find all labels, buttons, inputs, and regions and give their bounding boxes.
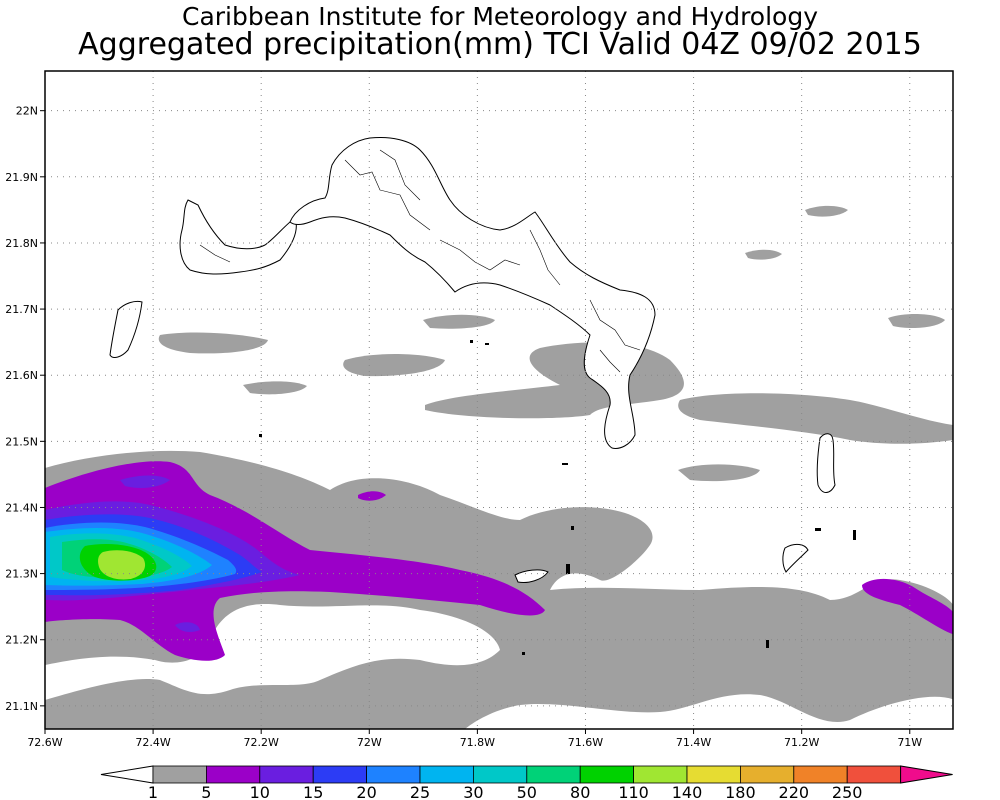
lat-tick-label: 21.8N (5, 237, 38, 250)
colorbar-bin (312, 765, 368, 784)
colorbar-label: 10 (250, 783, 270, 800)
title-line-1: Caribbean Institute for Meteorology and … (182, 2, 818, 31)
colorbar-bin (205, 765, 261, 784)
colorbar-bin (686, 765, 741, 784)
lon-tick-label: 72.2W (244, 736, 279, 749)
map-frame (44, 70, 954, 730)
lon-tick-label: 72.4W (135, 736, 170, 749)
lat-tick-label: 21.5N (5, 435, 38, 448)
district-boundaries (199, 149, 641, 373)
lat-tick-label: 21.2N (5, 634, 38, 647)
colorbar-bin (579, 765, 635, 784)
colorbar-bin (366, 765, 421, 784)
lat-tick-label: 21.9N (5, 171, 38, 184)
colorbar-label: 25 (410, 783, 430, 800)
lat-tick-label: 21.7N (5, 303, 38, 316)
longitude-axis: 72.6W 72.4W 72.2W 72W 71.8W 71.6W 71.4W 71.2W 71… (27, 729, 922, 749)
title-line-2: Aggregated precipitation(mm) TCI Valid 0… (78, 27, 922, 62)
lon-tick-label: 71.8W (460, 736, 495, 749)
colorbar-label: 20 (356, 783, 376, 800)
colorbar-bin (740, 765, 795, 784)
colorbar-label: 50 (517, 783, 537, 800)
colorbar-label: 220 (779, 783, 810, 800)
colorbar-label: 1 (148, 783, 158, 800)
colorbar-bin (419, 765, 474, 784)
lat-tick-label: 21.3N (5, 568, 38, 581)
lat-tick-label: 21.1N (5, 700, 38, 713)
colorbar-label: 80 (570, 783, 590, 800)
colorbar-above-arrow (900, 765, 953, 784)
colorbar-bin (633, 765, 688, 784)
precip-110-140mm (98, 550, 146, 580)
colorbar-label: 15 (303, 783, 323, 800)
colorbar-bin (152, 765, 207, 784)
lon-tick-label: 71.4W (676, 736, 711, 749)
colorbar-label: 180 (725, 783, 756, 800)
colorbar-bin (793, 765, 848, 784)
latitude-axis: 22N 21.9N 21.8N 21.7N 21.6N 21.5N 21.4N 21.3N 21… (5, 105, 45, 713)
colorbar-label: 250 (832, 783, 863, 800)
colorbar-bin (472, 765, 528, 784)
lon-tick-label: 71.6W (568, 736, 603, 749)
lon-tick-label: 72W (357, 736, 382, 749)
lat-tick-label: 21.6N (5, 369, 38, 382)
colorbar-below-arrow (100, 765, 154, 784)
lat-tick-label: 22N (16, 105, 38, 118)
colorbar-label: 30 (463, 783, 483, 800)
lon-tick-label: 71.2W (784, 736, 819, 749)
colorbar: 1 5 10 15 20 25 30 50 80 110 140 180 220 250 (100, 765, 953, 800)
lon-tick-label: 71W (897, 736, 922, 749)
colorbar-label: 110 (618, 783, 649, 800)
colorbar-bin (259, 765, 314, 784)
colorbar-bin (846, 765, 902, 784)
colorbar-label: 140 (672, 783, 703, 800)
precipitation-shading (45, 205, 953, 729)
colorbar-label: 5 (201, 783, 211, 800)
lon-tick-label: 72.6W (27, 736, 62, 749)
island-outlines (109, 137, 836, 583)
lat-tick-label: 21.4N (5, 501, 38, 514)
small-cays (259, 340, 856, 655)
graticule (44, 71, 953, 729)
colorbar-bin (526, 765, 581, 784)
